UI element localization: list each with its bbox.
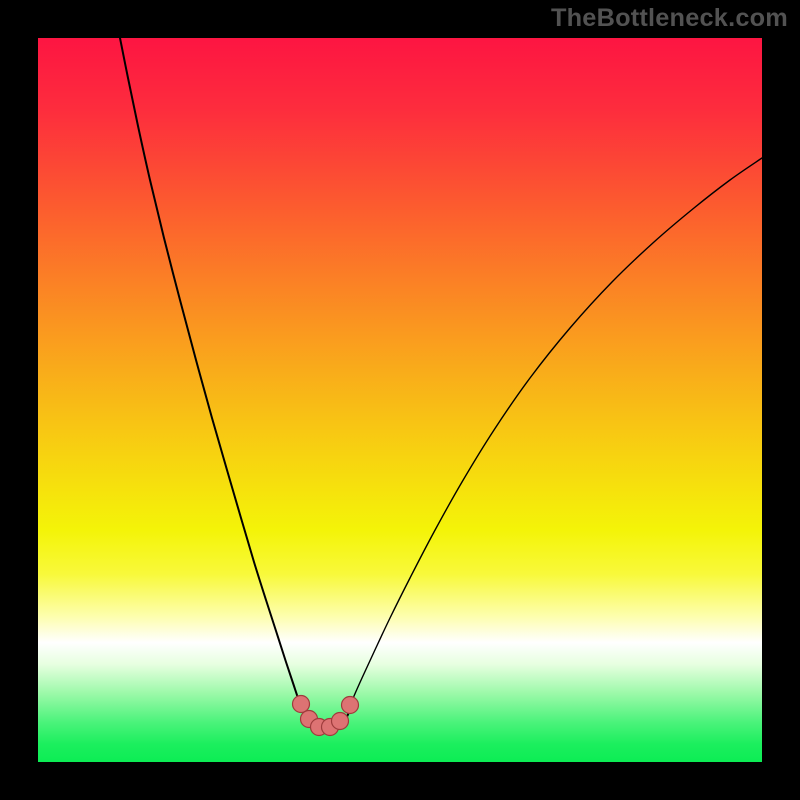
trough-marker — [311, 719, 328, 736]
trough-marker — [293, 696, 310, 713]
plot-area — [38, 38, 762, 762]
figure-container: TheBottleneck.com — [0, 0, 800, 800]
trough-marker — [322, 719, 339, 736]
curve-trough — [301, 706, 350, 727]
trough-marker — [301, 711, 318, 728]
bottleneck-curve — [38, 38, 762, 762]
curve-left-branch — [120, 38, 301, 706]
trough-marker — [332, 713, 349, 730]
marker-group — [293, 696, 359, 736]
watermark-text: TheBottleneck.com — [551, 4, 788, 33]
gradient-background — [38, 38, 762, 762]
curve-right-branch — [350, 158, 762, 706]
trough-marker — [342, 697, 359, 714]
